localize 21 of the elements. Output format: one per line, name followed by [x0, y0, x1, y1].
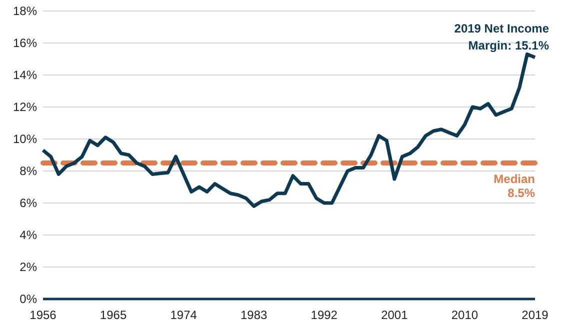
x-tick-label: 2010: [451, 308, 478, 322]
x-tick-label: 1974: [170, 308, 198, 322]
y-tick-label: 16%: [12, 36, 38, 50]
x-tick-label: 2001: [381, 308, 408, 322]
y-tick-label: 10%: [12, 132, 38, 146]
y-tick-label: 12%: [12, 100, 38, 114]
y-tick-label: 14%: [12, 68, 38, 82]
annotation: 2019 Net Income Margin: 15.1%: [454, 21, 550, 52]
y-tick-label: 18%: [12, 4, 38, 18]
y-tick-label: 4%: [20, 228, 38, 242]
y-tick-label: 8%: [20, 164, 38, 178]
y-tick-label: 6%: [20, 196, 38, 210]
x-tick-label: 1992: [310, 308, 338, 322]
x-tick-label: 1965: [100, 308, 127, 322]
line-series: [41, 52, 537, 208]
ref-line-label: Median 8.5%: [494, 172, 536, 200]
x-tick-label: 1956: [30, 308, 57, 322]
x-tick-label: 1983: [240, 308, 268, 322]
x-tick-label: 2019: [522, 308, 549, 322]
y-tick-label: 2%: [20, 260, 38, 274]
y-tick-label: 0%: [20, 292, 38, 306]
